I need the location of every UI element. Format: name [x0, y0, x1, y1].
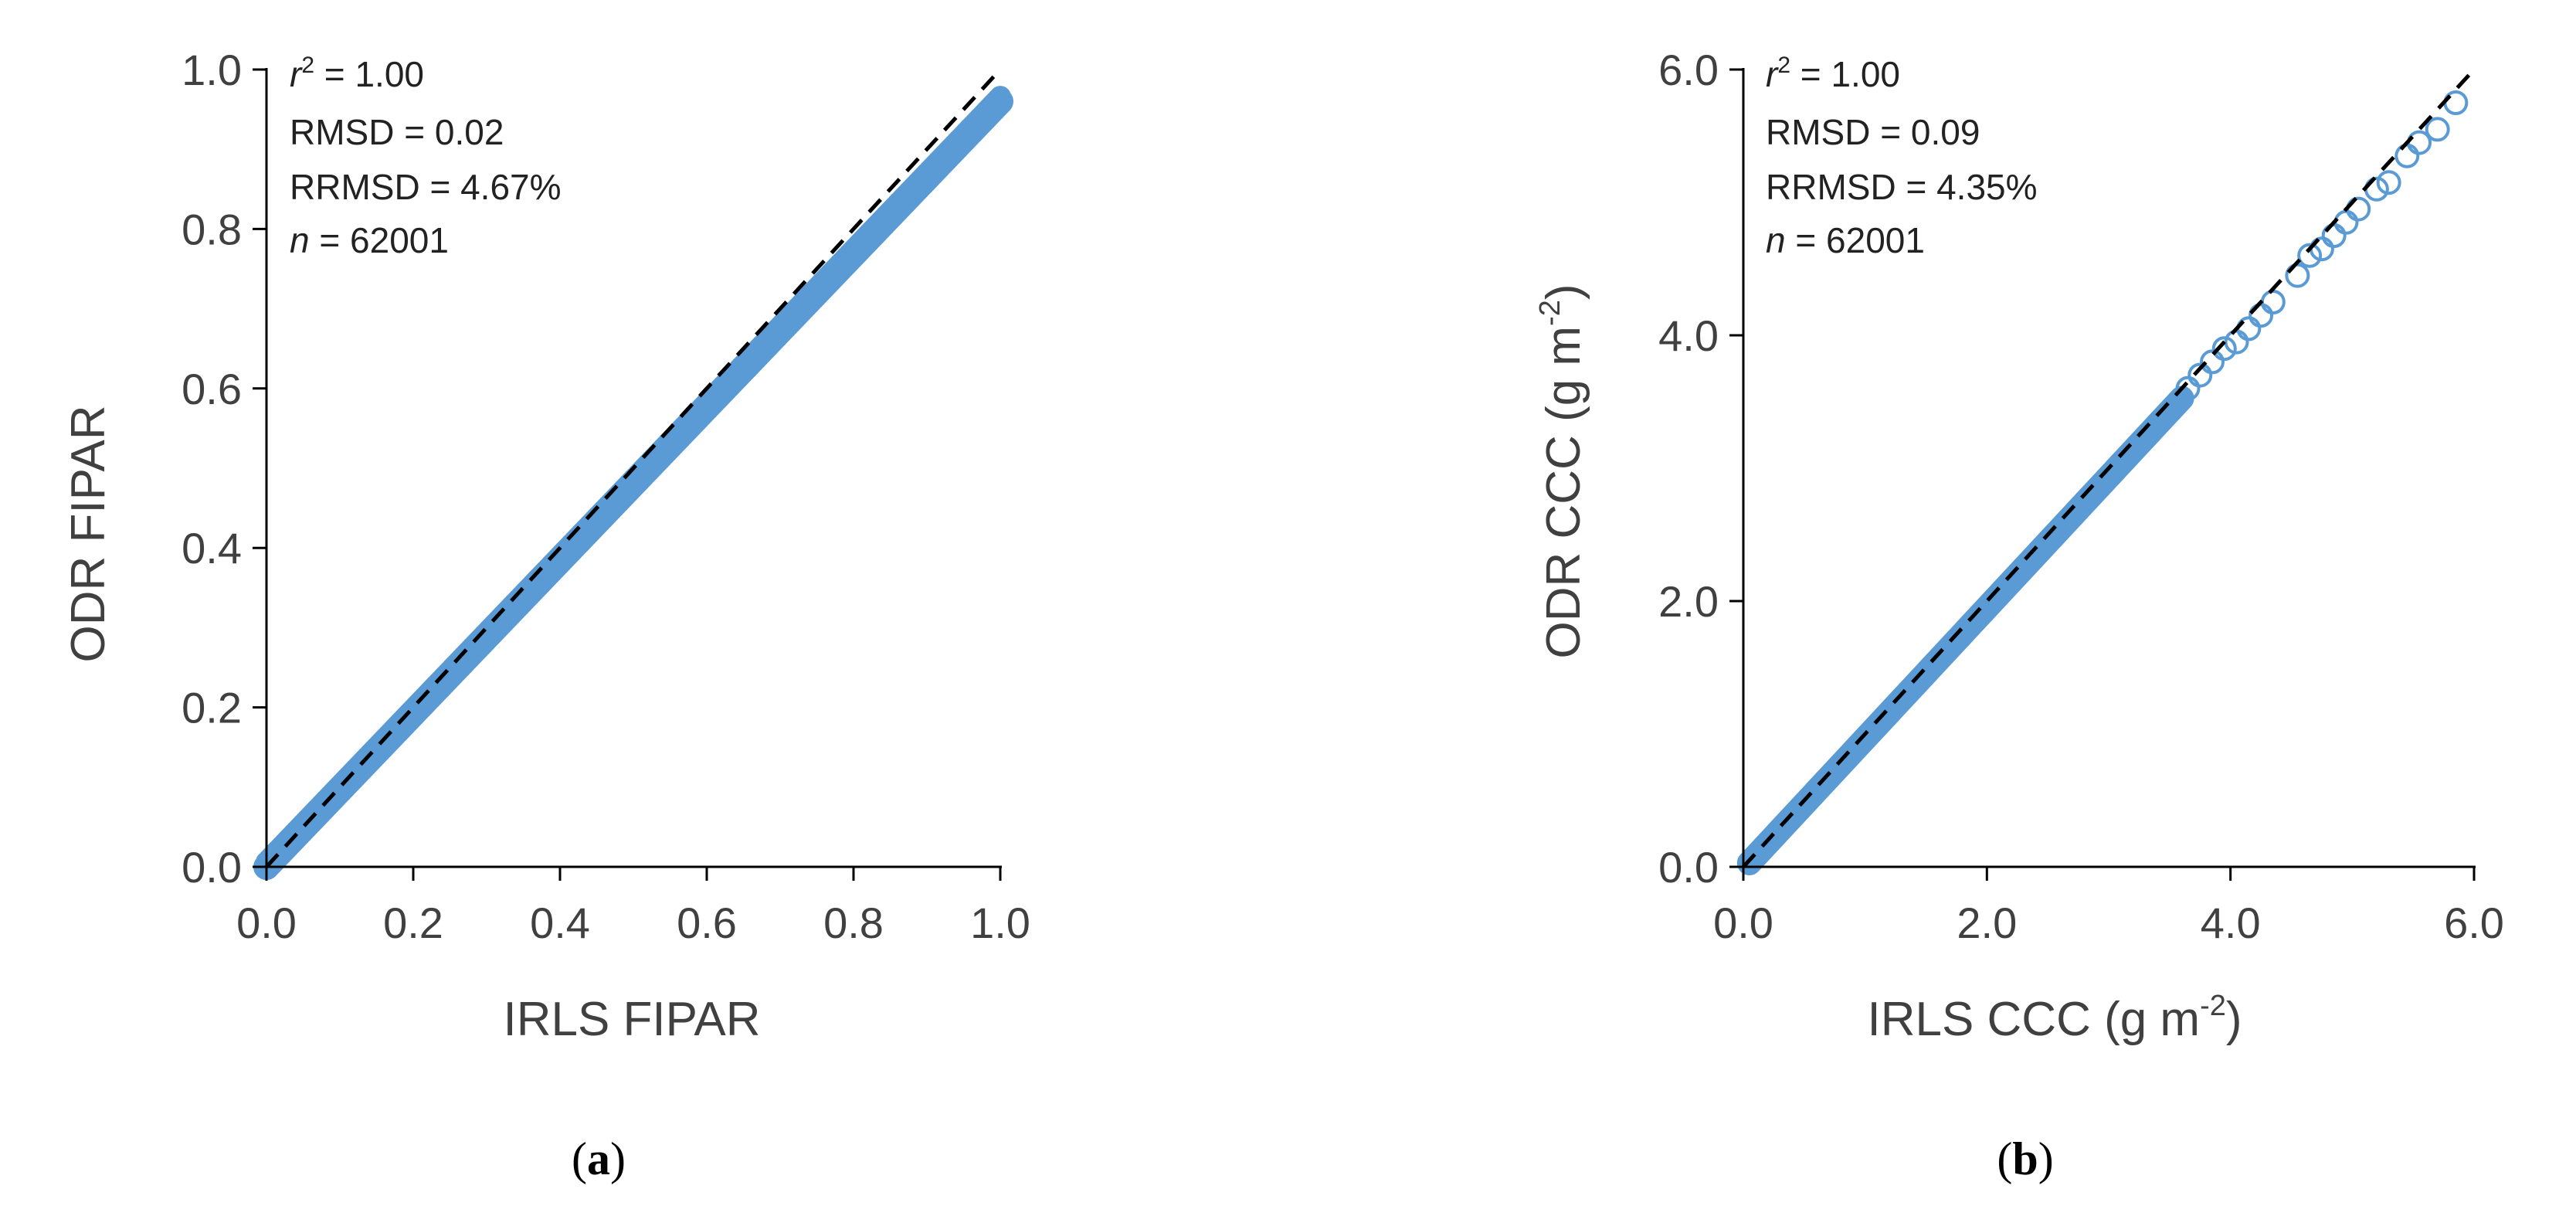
panel-a-x-axis-title: IRLS FIPAR: [503, 993, 760, 1046]
panel-a-axes: [253, 68, 1002, 881]
x-tick-label: 0.6: [677, 899, 737, 947]
panel-b-label: (b): [1997, 1133, 2053, 1184]
panel-b-ccc: 0.0 2.0 4.0 6.0 0.0 2.0 4.0 6.0 r2 = 1.00 RMSD …: [1534, 46, 2504, 1184]
y-tick-label: 0.0: [182, 843, 242, 892]
y-tick-label: 0.2: [182, 684, 242, 732]
scatter-point: [2260, 290, 2286, 314]
panel-b-x-axis-title: IRLS CCC (g m-2): [1867, 990, 2242, 1046]
panel-a-stat-r2: r2 = 1.00: [290, 53, 424, 94]
x-tick-label: 0.0: [236, 899, 297, 947]
panel-b-stat-n: n = 62001: [1766, 220, 1925, 260]
panel-a-fipar: 0.0 0.2 0.4 0.6 0.8 1.0 0.0 0.2 0.4 0.6 0.8 1.0 r2 …: [62, 46, 1030, 1184]
panel-a-stat-n: n = 62001: [290, 220, 449, 260]
panel-a-stat-rrmsd: RRMSD = 4.67%: [290, 167, 562, 207]
scatter-point: [2211, 336, 2237, 362]
y-tick-label: 0.8: [182, 205, 242, 253]
y-tick-label: 6.0: [1658, 46, 1719, 94]
x-tick-label: 0.8: [823, 899, 884, 947]
scatter-point: [2200, 349, 2225, 375]
scatter-point: [2376, 170, 2401, 195]
panel-b-stat-r2: r2 = 1.00: [1766, 53, 1900, 94]
panel-a-stat-rmsd: RMSD = 0.02: [290, 112, 504, 152]
y-tick-label: 4.0: [1658, 311, 1719, 360]
panel-b-stat-rmsd: RMSD = 0.09: [1766, 112, 1980, 152]
x-tick-label: 0.2: [383, 899, 443, 947]
panel-b-axes: [1729, 68, 2476, 881]
y-tick-label: 0.4: [182, 524, 242, 572]
panel-a-tick-labels: 0.0 0.2 0.4 0.6 0.8 1.0 0.0 0.2 0.4 0.6 0.8 1.0: [182, 46, 1030, 947]
panel-b-tick-labels: 0.0 2.0 4.0 6.0 0.0 2.0 4.0 6.0: [1658, 46, 2504, 947]
y-tick-label: 2.0: [1658, 577, 1719, 626]
panel-a-label: (a): [572, 1133, 626, 1184]
scatter-point: [2175, 375, 2201, 401]
x-tick-label: 0.0: [1713, 899, 1773, 947]
scatter-point: [2425, 117, 2450, 142]
panel-a-reference-line: [265, 68, 1002, 868]
scatter-point: [2187, 362, 2213, 388]
panel-b-reference-line: [1742, 68, 2476, 868]
scatter-point: [2297, 243, 2323, 268]
x-tick-label: 0.4: [530, 899, 590, 947]
x-tick-label: 6.0: [2444, 899, 2504, 947]
x-tick-label: 4.0: [2201, 899, 2261, 947]
scatter-point: [2394, 143, 2420, 168]
panel-b-scatter-points: [1736, 90, 2469, 875]
x-tick-label: 1.0: [970, 899, 1030, 947]
y-tick-label: 0.0: [1658, 843, 1719, 892]
scatter-point: [2333, 209, 2359, 235]
scatter-point: [989, 86, 1011, 108]
x-tick-label: 2.0: [1957, 899, 2017, 947]
panel-a-y-axis-title: ODR FIPAR: [62, 406, 115, 663]
y-tick-label: 0.6: [182, 365, 242, 413]
panel-b-y-axis-title: ODR CCC (g m-2): [1534, 284, 1590, 658]
panel-b-stat-rrmsd: RRMSD = 4.35%: [1766, 167, 2038, 207]
y-tick-label: 1.0: [182, 46, 242, 94]
